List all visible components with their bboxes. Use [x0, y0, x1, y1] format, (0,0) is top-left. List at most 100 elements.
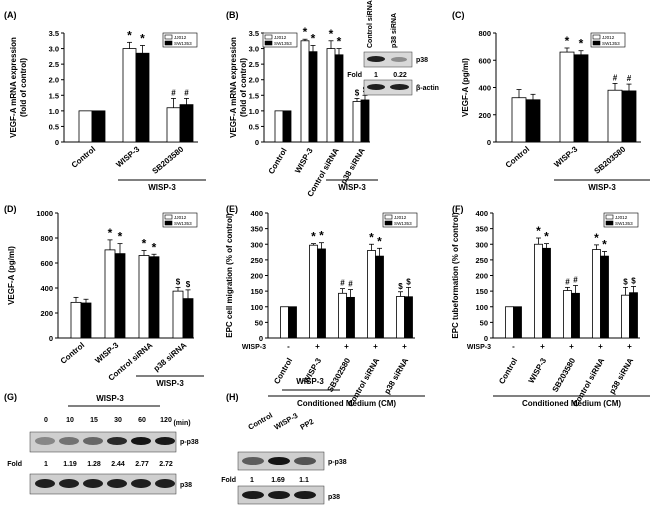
time-label: 60	[138, 417, 146, 424]
blot-column-label: PP2	[299, 417, 316, 432]
bar	[138, 255, 150, 339]
significance-mark: $	[186, 280, 191, 289]
significance-mark: #	[627, 74, 632, 83]
bar	[80, 302, 92, 339]
blot-band	[35, 437, 55, 445]
fold-value: 2.77	[135, 461, 149, 468]
treatment-sign: +	[373, 342, 378, 351]
significance-mark: *	[311, 31, 316, 45]
legend-swatch	[264, 34, 273, 40]
blot-row-label: β-actin	[416, 85, 439, 92]
y-tick-label: 350	[475, 225, 488, 234]
panel-label: (H)	[226, 392, 239, 402]
significance-mark: #	[573, 276, 578, 285]
legend-entry: SW1353	[394, 221, 412, 226]
group-label: WISP-3	[338, 183, 366, 192]
y-tick-label: 150	[250, 287, 263, 296]
time-label: 10	[66, 417, 74, 424]
panel-label: (G)	[4, 392, 17, 402]
y-tick-label: 600	[40, 259, 53, 268]
y-axis-label: VEGF-A (pg/ml)	[7, 246, 16, 305]
group-label: Conditioned Medium (CM)	[297, 399, 396, 408]
significance-mark: #	[184, 88, 189, 97]
bar	[300, 40, 310, 143]
legend-entry: SW1353	[274, 41, 292, 46]
significance-mark: *	[337, 35, 342, 49]
y-tick-label: 1.5	[49, 91, 59, 100]
bar	[525, 99, 541, 143]
blot-column-label: Control	[247, 411, 275, 432]
bar	[600, 255, 609, 339]
y-axis-label: EPC cell migration (% of control)	[225, 213, 234, 338]
category-label: SB203580	[551, 356, 578, 394]
blot-band	[294, 491, 316, 499]
legend-swatch	[592, 34, 601, 40]
category-label: WISP-3	[93, 340, 120, 365]
blot-band	[268, 491, 290, 499]
blot-band	[268, 457, 290, 465]
treatment-sign: -	[512, 342, 515, 351]
blot-band	[35, 479, 55, 488]
significance-mark: #	[171, 88, 176, 97]
y-tick-label: 3.0	[49, 45, 59, 54]
legend-swatch	[164, 214, 173, 220]
blot-band	[83, 437, 103, 445]
fold-value: 1.1	[299, 477, 309, 484]
bar	[182, 298, 194, 339]
y-tick-label: 0.5	[249, 122, 259, 131]
bar	[338, 292, 347, 339]
panel-label: (D)	[4, 204, 17, 214]
significance-mark: $	[623, 277, 628, 286]
y-tick-label: 100	[250, 303, 263, 312]
legend-entry: JJ012	[274, 35, 287, 40]
y-tick-label: 400	[250, 209, 263, 218]
bar	[179, 104, 194, 143]
y-tick-label: 300	[475, 240, 488, 249]
significance-mark: *	[319, 229, 324, 243]
blot-column-label: Control siRNA	[367, 0, 374, 48]
bar	[274, 110, 284, 143]
significance-mark: *	[311, 230, 316, 244]
bar	[309, 244, 318, 339]
bar	[511, 97, 527, 143]
chart-panel: (A) 0 0.5 1.0 1.5 2.0 2.5 3.0 3.5 VEGF-A mRNA exp…	[4, 10, 206, 192]
significance-mark: *	[303, 25, 308, 39]
legend-entry: JJ012	[174, 215, 187, 220]
group-label: WISP-3	[148, 183, 176, 192]
significance-mark: *	[329, 27, 334, 41]
y-tick-label: 150	[475, 287, 488, 296]
blot-strip	[29, 473, 177, 495]
bar	[91, 110, 106, 143]
blot-band	[59, 437, 79, 445]
y-tick-label: 3.5	[249, 29, 259, 38]
bar	[559, 51, 575, 143]
blot-strip	[363, 51, 413, 68]
fold-value: 1.28	[87, 461, 101, 468]
category-label: Control	[504, 145, 532, 170]
blot-band	[294, 457, 316, 465]
legend-entry: SW1353	[174, 221, 192, 226]
bar	[114, 253, 126, 339]
bar	[629, 292, 638, 339]
significance-mark: #	[340, 279, 345, 288]
category-label: p38 siRNA	[607, 356, 635, 395]
y-tick-label: 200	[478, 111, 491, 120]
treatment-sign: +	[344, 342, 349, 351]
category-label: WISP-3	[527, 356, 549, 385]
bar	[573, 54, 589, 143]
blot-row-label: p38	[180, 482, 192, 489]
y-axis-label: EPC tubeformation (% of control)	[451, 212, 460, 339]
bar	[513, 306, 522, 339]
y-tick-label: 0	[484, 334, 488, 343]
chart-panel: (E) 0 50 100 150 200 250 300 350 400 EPC cell migr…	[225, 204, 425, 408]
time-label: 0	[44, 417, 48, 424]
blot-band	[83, 479, 103, 488]
significance-mark: *	[152, 240, 157, 254]
legend-entry: JJ012	[394, 215, 407, 220]
blot-band	[59, 479, 79, 488]
blot-band	[242, 491, 264, 499]
significance-mark: #	[613, 73, 618, 82]
